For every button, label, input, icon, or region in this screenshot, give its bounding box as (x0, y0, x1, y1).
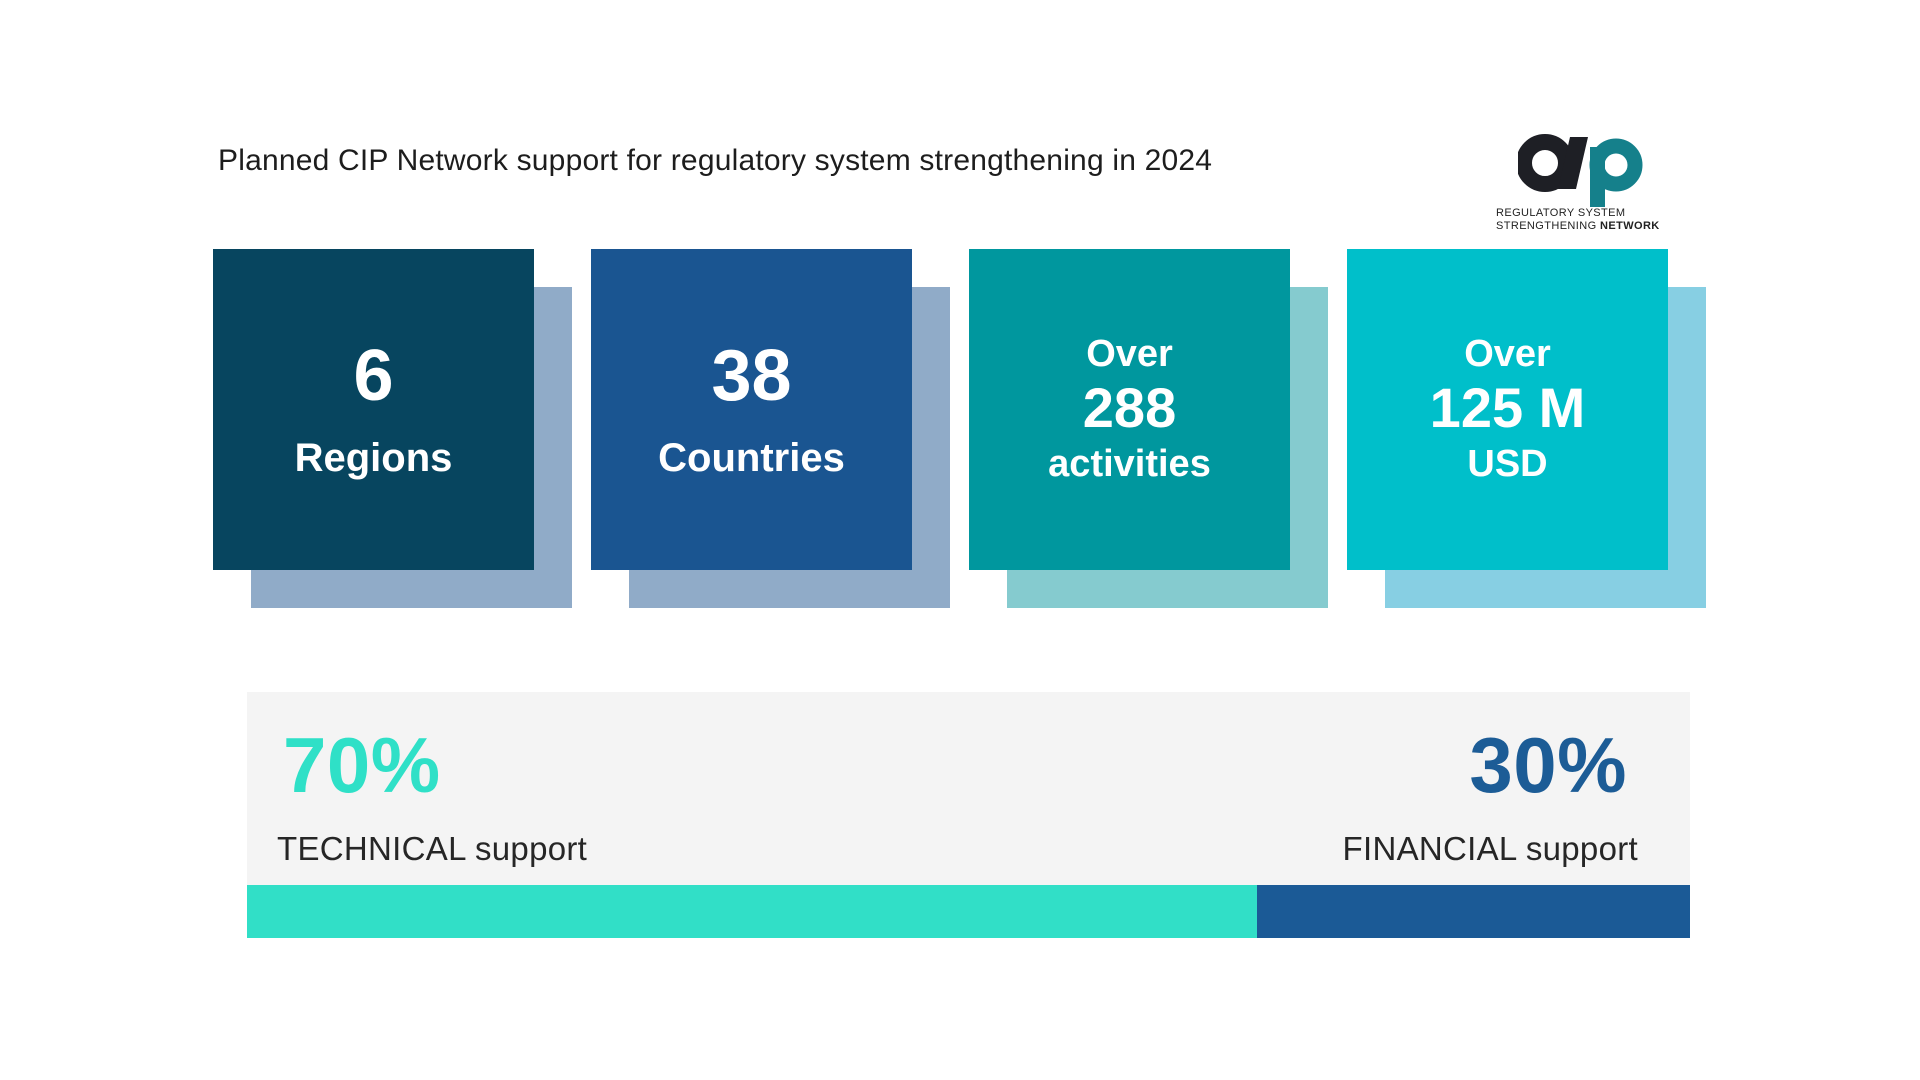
stat-value-funding: 125 M (1429, 375, 1586, 439)
stat-card-regions-face: 6 Regions (213, 249, 534, 570)
logo-tagline: REGULATORY SYSTEM STRENGTHENING NETWORK (1496, 207, 1666, 233)
stat-card-regions: 6 Regions (213, 249, 572, 608)
stat-card-activities-face: Over 288 activities (969, 249, 1290, 570)
logo-tagline-line2: STRENGTHENING NETWORK (1496, 220, 1660, 232)
support-split-panel: 70% TECHNICAL support 30% FINANCIAL supp… (247, 692, 1690, 938)
financial-label: FINANCIAL support (1342, 830, 1638, 867)
logo-letter-i (1558, 137, 1588, 189)
support-panel-background (247, 692, 1690, 885)
stat-label-countries: Countries (658, 435, 845, 480)
stat-label-funding: USD (1467, 442, 1548, 485)
stat-qualifier-funding: Over (1464, 332, 1551, 375)
support-stacked-bar (247, 885, 1690, 938)
stat-label-regions: Regions (294, 435, 453, 480)
stat-card-funding-face: Over 125 M USD (1347, 249, 1668, 570)
stat-card-countries: 38 Countries (591, 249, 950, 608)
technical-percent: 70% (283, 721, 441, 809)
stat-card-countries-face: 38 Countries (591, 249, 912, 570)
bar-segment-technical (247, 885, 1258, 938)
page-title: Planned CIP Network support for regulato… (218, 144, 1213, 177)
cip-logo-mark (1518, 134, 1643, 207)
logo-letter-c (1518, 134, 1574, 192)
stat-value-activities: 288 (1082, 375, 1177, 439)
stat-label-activities: activities (1048, 442, 1211, 485)
cip-network-logo: REGULATORY SYSTEM STRENGTHENING NETWORK (1496, 133, 1666, 233)
stat-card-funding: Over 125 M USD (1347, 249, 1706, 608)
stat-value-countries: 38 (711, 335, 792, 416)
technical-label: TECHNICAL support (277, 830, 588, 867)
bar-segment-financial (1257, 885, 1690, 938)
financial-percent: 30% (1469, 721, 1627, 809)
stat-card-activities: Over 288 activities (969, 249, 1328, 608)
logo-letter-p-bowl (1589, 138, 1643, 192)
stat-qualifier-activities: Over (1086, 332, 1173, 375)
logo-tagline-line1: REGULATORY SYSTEM (1496, 207, 1626, 219)
stat-value-regions: 6 (353, 335, 394, 416)
